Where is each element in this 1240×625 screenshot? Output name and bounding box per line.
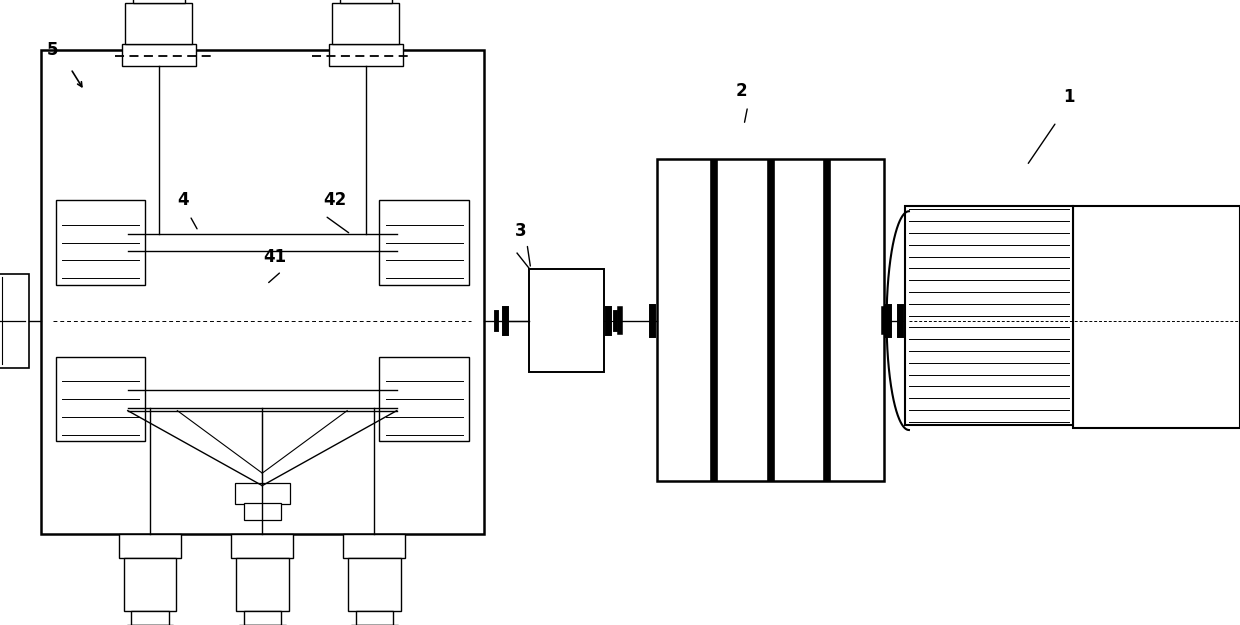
Text: 41: 41	[264, 249, 286, 266]
Bar	[379, 200, 469, 285]
Bar	[356, 611, 393, 625]
Bar	[236, 482, 289, 504]
Text: 5: 5	[46, 41, 58, 59]
Bar	[340, 0, 392, 3]
Text: 4: 4	[177, 191, 190, 209]
Bar	[329, 44, 403, 66]
Bar	[125, 3, 192, 44]
Bar	[41, 50, 484, 534]
Bar	[343, 534, 405, 558]
Bar	[905, 206, 1073, 425]
Bar	[379, 356, 469, 441]
Bar	[231, 534, 293, 558]
Bar	[529, 269, 604, 372]
Text: 1: 1	[1063, 88, 1075, 106]
Text: 42: 42	[324, 191, 346, 209]
Bar	[119, 534, 181, 558]
Bar	[657, 159, 884, 481]
Bar	[243, 611, 280, 625]
Bar	[122, 44, 196, 66]
Bar	[56, 356, 145, 441]
Bar	[133, 0, 185, 3]
Bar	[56, 200, 145, 285]
Text: 3: 3	[515, 222, 527, 240]
Bar	[236, 558, 289, 611]
Bar	[0, 274, 29, 368]
Bar	[131, 611, 169, 625]
Bar	[348, 558, 401, 611]
Bar	[1073, 206, 1240, 428]
Bar	[243, 503, 280, 520]
Bar	[124, 558, 176, 611]
Bar	[332, 3, 399, 44]
Text: 2: 2	[735, 82, 748, 99]
